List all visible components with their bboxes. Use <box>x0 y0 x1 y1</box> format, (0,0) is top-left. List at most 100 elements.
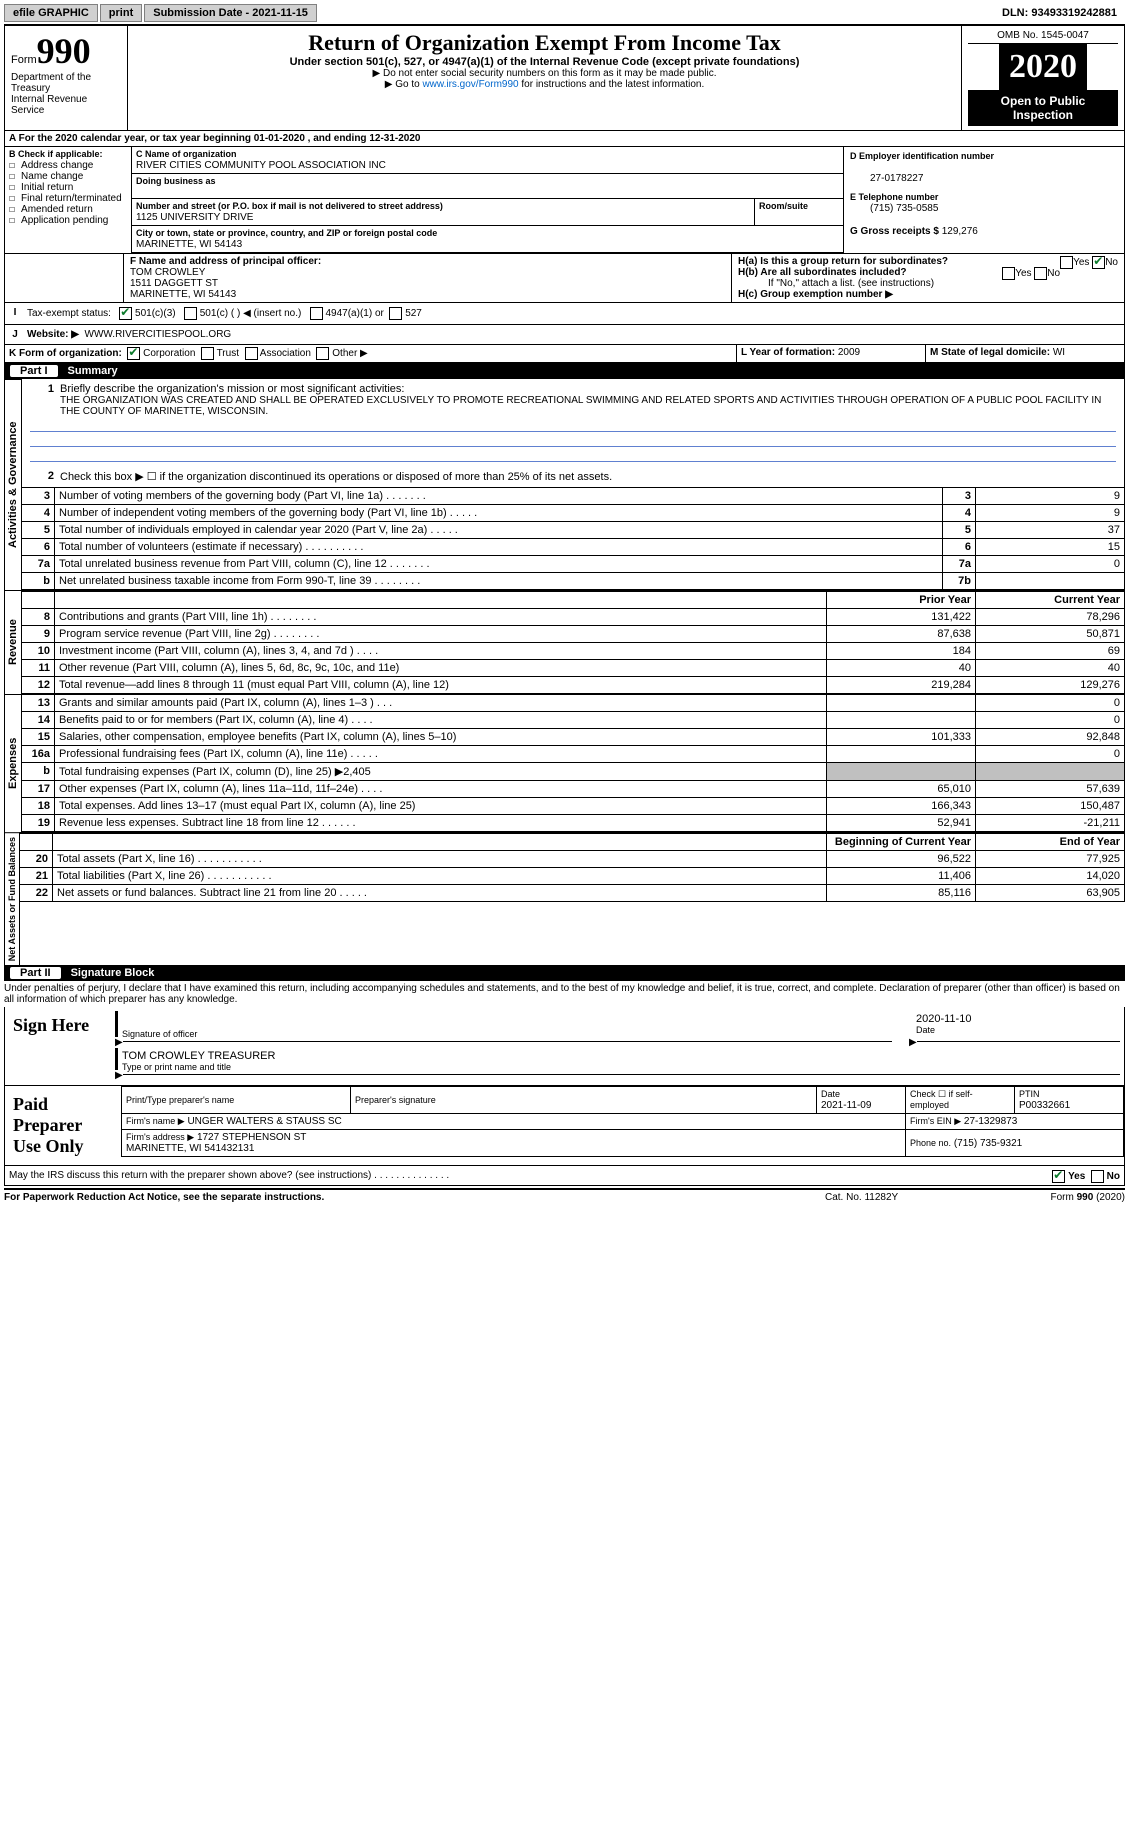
table-row: 8Contributions and grants (Part VIII, li… <box>22 609 1125 626</box>
top-bar: efile GRAPHIC print Submission Date - 20… <box>4 4 1125 22</box>
irs-link[interactable]: www.irs.gov/Form990 <box>422 79 518 90</box>
check-527[interactable] <box>389 307 402 320</box>
part1-badge: Part I <box>10 365 58 377</box>
check-name-change[interactable]: ☐ <box>9 171 21 182</box>
dba-label: Doing business as <box>136 176 216 186</box>
table-row: 13Grants and similar amounts paid (Part … <box>22 695 1125 712</box>
efile-button[interactable]: efile GRAPHIC <box>4 4 98 22</box>
q2-label: Check this box ▶ ☐ if the organization d… <box>60 470 612 483</box>
submission-date-button[interactable]: Submission Date - 2021-11-15 <box>144 4 317 22</box>
form-note-link: ▶ Go to www.irs.gov/Form990 for instruct… <box>134 79 955 90</box>
section-f-label: F Name and address of principal officer: <box>130 256 321 267</box>
header-grid: B Check if applicable: ☐ Address change … <box>4 147 1125 254</box>
table-row: 10Investment income (Part VIII, column (… <box>22 643 1125 660</box>
hb-label: H(b) Are all subordinates included? <box>738 267 907 278</box>
print-button[interactable]: print <box>100 4 142 22</box>
firm-phone: (715) 735-9321 <box>954 1138 1022 1149</box>
section-d-label: D Employer identification number <box>850 151 994 161</box>
self-employed-check[interactable]: Check ☐ if self-employed <box>910 1089 973 1110</box>
check-501c[interactable] <box>184 307 197 320</box>
discuss-no-check[interactable] <box>1091 1170 1104 1183</box>
table-row: 15Salaries, other compensation, employee… <box>22 729 1125 746</box>
sig-name-caption: Type or print name and title <box>122 1062 1116 1072</box>
section-c-label: C Name of organization <box>136 149 237 159</box>
revenue-table: Prior YearCurrent Year 8Contributions an… <box>22 590 1125 694</box>
ha-no-check[interactable] <box>1092 256 1105 269</box>
tab-netassets: Net Assets or Fund Balances <box>5 832 20 965</box>
part1-title: Summary <box>68 365 118 377</box>
table-row: 18Total expenses. Add lines 13–17 (must … <box>22 798 1125 815</box>
check-corp[interactable] <box>127 347 140 360</box>
dept-irs: Internal Revenue Service <box>11 94 121 116</box>
tax-year: 2020 <box>999 44 1087 90</box>
room-label: Room/suite <box>759 201 808 211</box>
table-row: 4Number of independent voting members of… <box>22 505 1125 522</box>
org-name: RIVER CITIES COMMUNITY POOL ASSOCIATION … <box>136 160 386 171</box>
mission-text: THE ORGANIZATION WAS CREATED AND SHALL B… <box>30 395 1116 417</box>
table-row: 17Other expenses (Part IX, column (A), l… <box>22 781 1125 798</box>
preparer-table: Print/Type preparer's name Preparer's si… <box>121 1086 1124 1157</box>
mission-block: 1Briefly describe the organization's mis… <box>22 379 1125 466</box>
sign-here-label: Sign Here <box>5 1007 111 1085</box>
check-pending[interactable]: ☐ <box>9 215 21 226</box>
part1-header: Part I Summary <box>4 363 1125 379</box>
part2-header: Part II Signature Block <box>4 965 1125 981</box>
table-row: 5Total number of individuals employed in… <box>22 522 1125 539</box>
table-row: 16aProfessional fundraising fees (Part I… <box>22 746 1125 763</box>
check-other[interactable] <box>316 347 329 360</box>
ptin-value: P00332661 <box>1019 1100 1070 1111</box>
section-b-label: B Check if applicable: <box>9 149 103 159</box>
paid-preparer-label: Paid Preparer Use Only <box>5 1086 121 1165</box>
table-row: 22Net assets or fund balances. Subtract … <box>20 885 1125 902</box>
check-amended[interactable]: ☐ <box>9 204 21 215</box>
table-row: bTotal fundraising expenses (Part IX, co… <box>22 763 1125 781</box>
hb-note: If "No," attach a list. (see instruction… <box>738 278 1118 289</box>
part2-title: Signature Block <box>71 967 155 979</box>
tab-revenue: Revenue <box>5 590 22 694</box>
section-j-marker: J <box>5 325 25 344</box>
form-title: Return of Organization Exempt From Incom… <box>134 30 955 56</box>
form-header: Form990 Department of the Treasury Inter… <box>4 24 1125 131</box>
form-word: Form <box>11 54 37 66</box>
hb-no-check[interactable] <box>1034 267 1047 280</box>
ein-value: 27-0178227 <box>850 173 923 184</box>
section-g-label: G Gross receipts $ <box>850 226 939 237</box>
table-row: 12Total revenue—add lines 8 through 11 (… <box>22 677 1125 694</box>
tab-governance: Activities & Governance <box>5 379 22 590</box>
firm-name: UNGER WALTERS & STAUSS SC <box>187 1116 341 1127</box>
check-4947[interactable] <box>310 307 323 320</box>
governance-table: 3Number of voting members of the governi… <box>22 487 1125 590</box>
ha-yes-check[interactable] <box>1060 256 1073 269</box>
check-initial-return[interactable]: ☐ <box>9 182 21 193</box>
check-trust[interactable] <box>201 347 214 360</box>
table-row: 7aTotal unrelated business revenue from … <box>22 556 1125 573</box>
form-note-ssn: ▶ Do not enter social security numbers o… <box>134 68 955 79</box>
phone-value: (715) 735-0585 <box>850 203 938 214</box>
table-row: 11Other revenue (Part VIII, column (A), … <box>22 660 1125 677</box>
dln-label: DLN: 93493319242881 <box>994 5 1125 21</box>
check-final-return[interactable]: ☐ <box>9 193 21 204</box>
open-public-badge: Open to Public Inspection <box>968 90 1118 126</box>
declaration-text: Under penalties of perjury, I declare th… <box>4 981 1125 1007</box>
sig-date-caption: Date <box>916 1025 1116 1035</box>
paperwork-notice: For Paperwork Reduction Act Notice, see … <box>4 1192 825 1203</box>
ha-label: H(a) Is this a group return for subordin… <box>738 256 948 267</box>
addr-label: Number and street (or P.O. box if mail i… <box>136 201 443 211</box>
check-assoc[interactable] <box>245 347 258 360</box>
website-label: Website: ▶ <box>27 329 79 340</box>
hb-yes-check[interactable] <box>1002 267 1015 280</box>
check-address-change[interactable]: ☐ <box>9 160 21 171</box>
sig-name: TOM CROWLEY TREASURER <box>122 1050 1116 1062</box>
org-address: 1125 UNIVERSITY DRIVE <box>136 212 253 223</box>
check-501c3[interactable] <box>119 307 132 320</box>
discuss-yes-check[interactable] <box>1052 1170 1065 1183</box>
gross-receipts: 129,276 <box>942 226 978 237</box>
cat-no: Cat. No. 11282Y <box>825 1192 975 1203</box>
klm-row: K Form of organization: Corporation Trus… <box>4 345 1125 363</box>
section-k-label: K Form of organization: <box>9 348 122 359</box>
table-row: 21Total liabilities (Part X, line 26) . … <box>20 868 1125 885</box>
netassets-table: Beginning of Current YearEnd of Year 20T… <box>20 832 1125 902</box>
form-no-footer: Form 990 (2020) <box>975 1192 1125 1203</box>
section-i-marker: I <box>5 303 25 324</box>
table-row: 19Revenue less expenses. Subtract line 1… <box>22 815 1125 832</box>
